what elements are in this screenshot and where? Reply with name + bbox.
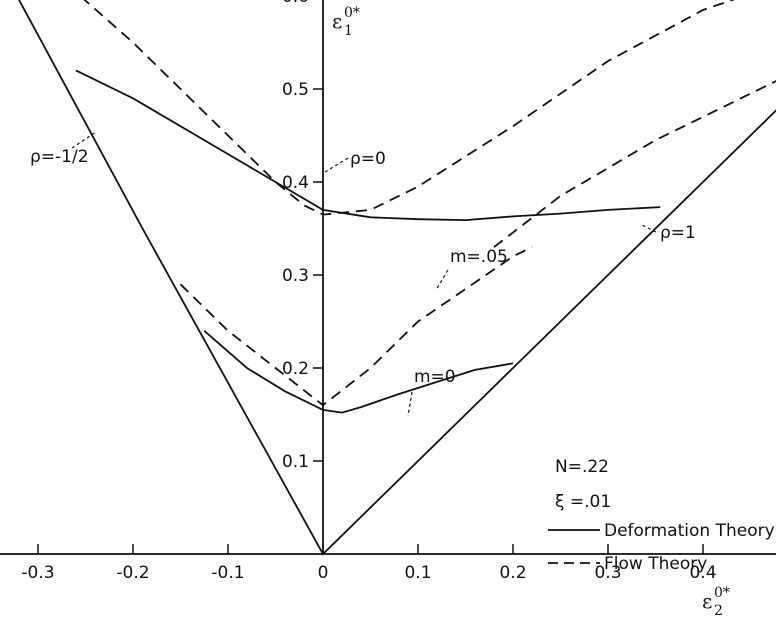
annotation-1: ρ=-1/2 — [30, 147, 89, 167]
legend-label-1: Flow Theory — [604, 554, 707, 574]
curve-5-solid — [203, 330, 514, 414]
x-tick-label-8: 0.4 — [689, 563, 716, 583]
curves — [18, 0, 776, 556]
curve-3-dashed — [493, 80, 776, 248]
y-axis-label: ε 1 0* — [332, 5, 360, 39]
y-tick-label-5: 0.6 — [282, 0, 309, 7]
x-axis-label-sub: 2 — [714, 603, 723, 619]
legend-label-0: Deformation Theory — [604, 521, 775, 541]
x-tick-label-3: -0.1 — [211, 563, 244, 583]
legend: N=.22 ξ =.01 Deformation Theory Flow Theory — [548, 457, 775, 574]
x-axis-label-main: ε — [702, 589, 712, 613]
y-tick-label-1: 0.2 — [282, 359, 309, 379]
annotations: ρ=0 ρ=-1/2 ρ=1 m=.05 m=0 — [30, 131, 696, 417]
x-tick-label-4: 0 — [318, 563, 329, 583]
curve-0-solid — [18, 0, 776, 556]
y-axis-label-sup: 0* — [344, 5, 360, 21]
x-axis-label: ε 2 0* — [702, 585, 730, 619]
annotation-2: ρ=1 — [660, 223, 696, 243]
x-tick-label-1: -0.3 — [21, 563, 54, 583]
annotation-leader-0 — [324, 157, 349, 173]
y-tick-label-0: 0.1 — [282, 452, 309, 472]
annotation-leader-3 — [435, 269, 449, 291]
annotation-leader-1 — [71, 131, 97, 149]
curve-2-solid — [75, 69, 661, 222]
axes — [0, 0, 776, 555]
x-axis-label-sup: 0* — [714, 585, 730, 601]
x-tick-label-2: -0.2 — [116, 563, 149, 583]
curve-4-dashed — [179, 246, 533, 407]
x-tick-label-5: 0.1 — [404, 563, 431, 583]
labels: ε 10*ε 20* — [332, 5, 730, 619]
y-axis-label-main: ε — [332, 9, 342, 33]
annotation-4: m=0 — [414, 367, 456, 387]
x-tick-label-6: 0.2 — [499, 563, 526, 583]
annotation-leader-2 — [639, 223, 657, 233]
param-n: N=.22 — [555, 457, 609, 477]
y-tick-label-3: 0.4 — [282, 173, 309, 193]
annotation-3: m=.05 — [450, 247, 508, 267]
curve-1-dashed — [83, 0, 735, 216]
x-tick-label-7: 0.3 — [594, 563, 621, 583]
annotation-0: ρ=0 — [350, 149, 386, 169]
y-tick-label-2: 0.3 — [282, 266, 309, 286]
y-axis-label-sub: 1 — [344, 23, 353, 39]
ticks: -0.4-0.3-0.2-0.100.10.20.30.40.50.60.10.… — [21, 0, 716, 583]
param-xi: ξ =.01 — [555, 492, 611, 512]
y-tick-label-4: 0.5 — [282, 80, 309, 100]
annotation-leader-4 — [407, 391, 413, 417]
